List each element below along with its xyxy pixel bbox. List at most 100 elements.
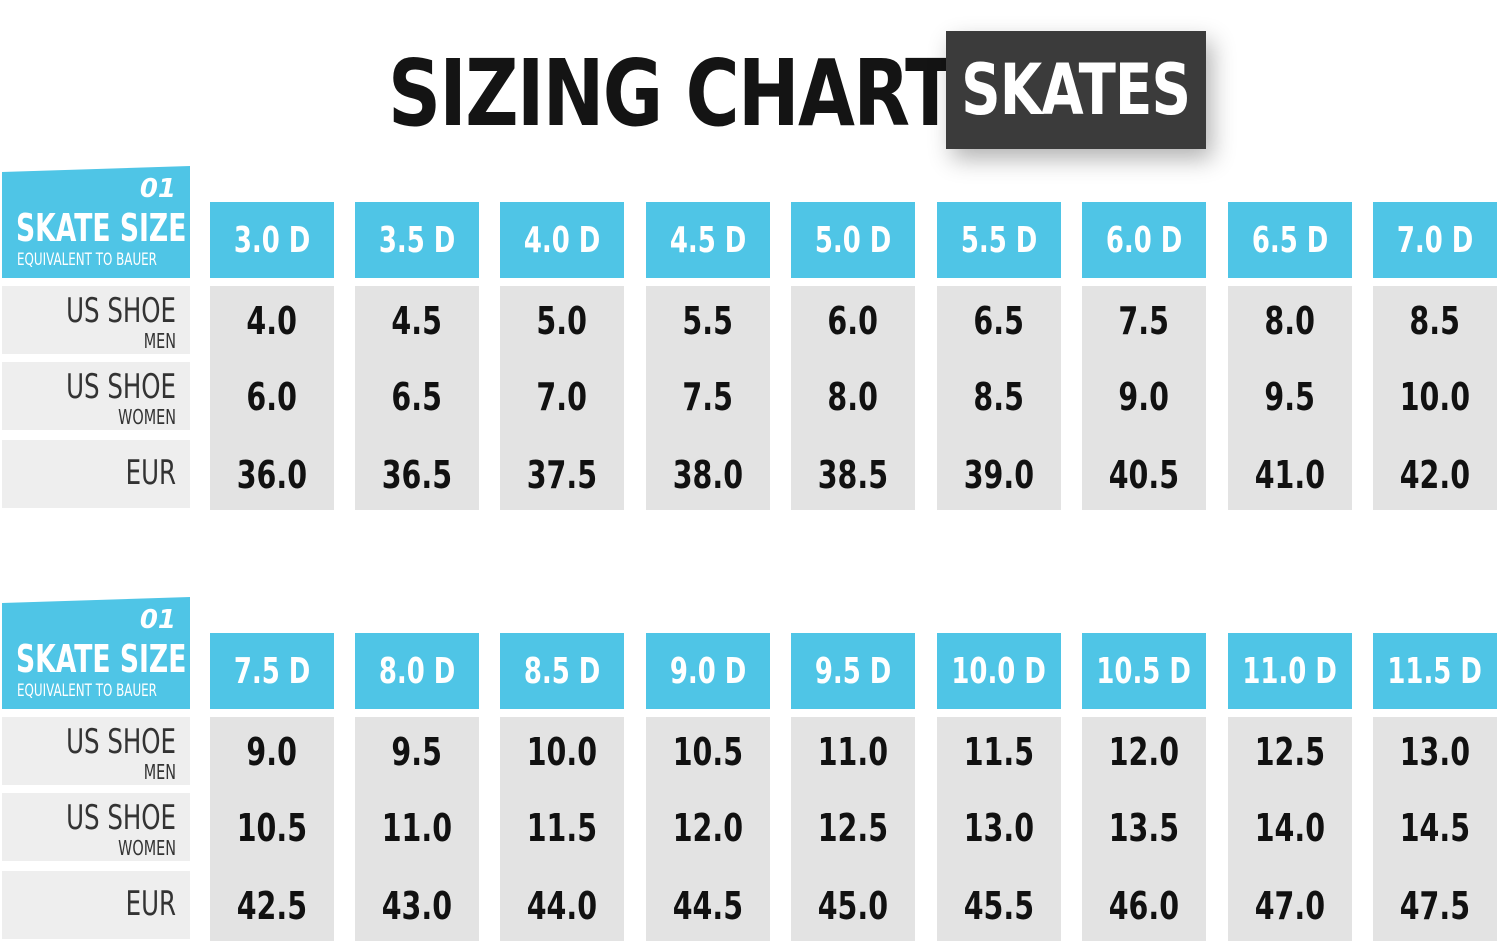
- row-label-2: US SHOE WOMEN: [2, 362, 190, 430]
- size-cell-value: 14.5: [1399, 806, 1471, 850]
- skate-size-header: 11.5 D: [1373, 633, 1497, 709]
- skate-size-value: 7.0 D: [1396, 219, 1474, 261]
- skate-size-header: 4.0 D: [500, 202, 624, 278]
- equivalent-note: EQUIVALENT TO BAUER: [17, 681, 157, 701]
- skate-size-header: 6.5 D: [1228, 202, 1352, 278]
- size-cell-value: 44.0: [526, 884, 598, 928]
- column-gap: [1228, 278, 1352, 286]
- column-gap: [1082, 278, 1206, 286]
- column-gap: [210, 278, 334, 286]
- skate-size-value: 5.5 D: [960, 219, 1038, 261]
- column-gap: [1373, 278, 1497, 286]
- category-badge-label: SKATES: [961, 49, 1192, 131]
- size-cell-eur: 37.5: [500, 440, 624, 510]
- size-cell-value: 47.5: [1399, 884, 1471, 928]
- size-cell-us-women: 13.0: [937, 793, 1061, 863]
- column-gap: [1082, 709, 1206, 717]
- category-badge: SKATES: [946, 31, 1206, 149]
- column-gap: [355, 709, 479, 717]
- row-label-2: US SHOE WOMEN: [2, 793, 190, 861]
- size-cell-value: 36.0: [236, 453, 308, 497]
- size-cell-us-women: 12.0: [646, 793, 770, 863]
- size-cell-value: 6.0: [827, 299, 879, 343]
- column-gap: [646, 709, 770, 717]
- size-cell-value: 47.0: [1254, 884, 1326, 928]
- size-cell-us-men: 6.0: [791, 286, 915, 356]
- size-cell-eur: 36.0: [210, 440, 334, 510]
- skate-size-header: 7.0 D: [1373, 202, 1497, 278]
- skate-size-value: 4.5 D: [669, 219, 747, 261]
- size-cell-us-women: 11.0: [355, 793, 479, 863]
- size-cell-value: 11.5: [963, 730, 1035, 774]
- skate-size-header: 3.5 D: [355, 202, 479, 278]
- size-cell-value: 45.5: [963, 884, 1035, 928]
- size-cell-eur: 42.5: [210, 871, 334, 941]
- size-cell-value: 12.0: [672, 806, 744, 850]
- size-cell-value: 7.5: [682, 375, 734, 419]
- size-cell-eur: 38.5: [791, 440, 915, 510]
- size-cell-us-women: 14.0: [1228, 793, 1352, 863]
- size-cell-us-men: 10.0: [500, 717, 624, 787]
- size-cell-value: 12.5: [817, 806, 889, 850]
- size-cell-eur: 36.5: [355, 440, 479, 510]
- size-cell-value: 12.5: [1254, 730, 1326, 774]
- size-cell-us-men: 13.0: [1373, 717, 1497, 787]
- size-cell-eur: 45.0: [791, 871, 915, 941]
- skate-size-header: 3.0 D: [210, 202, 334, 278]
- skate-size-header: 7.5 D: [210, 633, 334, 709]
- size-cell-value: 40.5: [1108, 453, 1180, 497]
- size-cell-value: 8.0: [1264, 299, 1316, 343]
- size-cell-value: 10.5: [236, 806, 308, 850]
- size-cell-value: 9.0: [246, 730, 298, 774]
- size-cell-us-men: 8.5: [1373, 286, 1497, 356]
- size-cell-us-men: 4.5: [355, 286, 479, 356]
- size-cell-value: 6.5: [973, 299, 1025, 343]
- size-cell-us-women: 9.5: [1228, 362, 1352, 432]
- size-cell-us-men: 8.0: [1228, 286, 1352, 356]
- column-gap: [500, 709, 624, 717]
- skate-size-value: 6.5 D: [1251, 219, 1329, 261]
- size-cell-value: 42.5: [236, 884, 308, 928]
- skate-size-value: 5.0 D: [814, 219, 892, 261]
- size-cell-us-women: 10.0: [1373, 362, 1497, 432]
- size-cell-value: 10.0: [1399, 375, 1471, 419]
- skate-size-value: 6.0 D: [1105, 219, 1183, 261]
- skate-size-value: 9.5 D: [814, 650, 892, 692]
- size-cell-eur: 46.0: [1082, 871, 1206, 941]
- size-cell-value: 6.0: [246, 375, 298, 419]
- size-cell-value: 41.0: [1254, 453, 1326, 497]
- size-cell-us-men: 5.5: [646, 286, 770, 356]
- skate-size-value: 7.5 D: [233, 650, 311, 692]
- size-cell-us-women: 6.0: [210, 362, 334, 432]
- skate-size-header: 8.0 D: [355, 633, 479, 709]
- skate-size-value: 10.5 D: [1096, 650, 1192, 692]
- size-cell-eur: 40.5: [1082, 440, 1206, 510]
- size-cell-us-men: 12.0: [1082, 717, 1206, 787]
- size-cell-value: 8.0: [827, 375, 879, 419]
- row-label-main: US SHOE: [66, 722, 176, 762]
- size-cell-us-men: 10.5: [646, 717, 770, 787]
- size-cell-us-men: 11.0: [791, 717, 915, 787]
- skate-size-header: 10.0 D: [937, 633, 1061, 709]
- skate-size-label-box: 01 SKATE SIZE EQUIVALENT TO BAUER: [2, 166, 190, 278]
- size-cell-eur: 44.5: [646, 871, 770, 941]
- size-cell-us-men: 5.0: [500, 286, 624, 356]
- size-cell-value: 43.0: [381, 884, 453, 928]
- size-cell-us-women: 13.5: [1082, 793, 1206, 863]
- skate-size-header: 9.0 D: [646, 633, 770, 709]
- size-cell-value: 37.5: [526, 453, 598, 497]
- size-cell-value: 8.5: [1409, 299, 1461, 343]
- row-label-main: EUR: [125, 453, 176, 493]
- size-cell-eur: 44.0: [500, 871, 624, 941]
- row-label-main: EUR: [125, 884, 176, 924]
- size-cell-us-men: 11.5: [937, 717, 1061, 787]
- skate-size-header: 10.5 D: [1082, 633, 1206, 709]
- size-cell-value: 9.5: [391, 730, 443, 774]
- skate-size-value: 9.0 D: [669, 650, 747, 692]
- size-cell-us-women: 6.5: [355, 362, 479, 432]
- skate-size-header: 6.0 D: [1082, 202, 1206, 278]
- size-cell-value: 7.0: [536, 375, 588, 419]
- size-cell-value: 11.0: [381, 806, 453, 850]
- size-cell-value: 6.5: [391, 375, 443, 419]
- size-cell-us-men: 9.0: [210, 717, 334, 787]
